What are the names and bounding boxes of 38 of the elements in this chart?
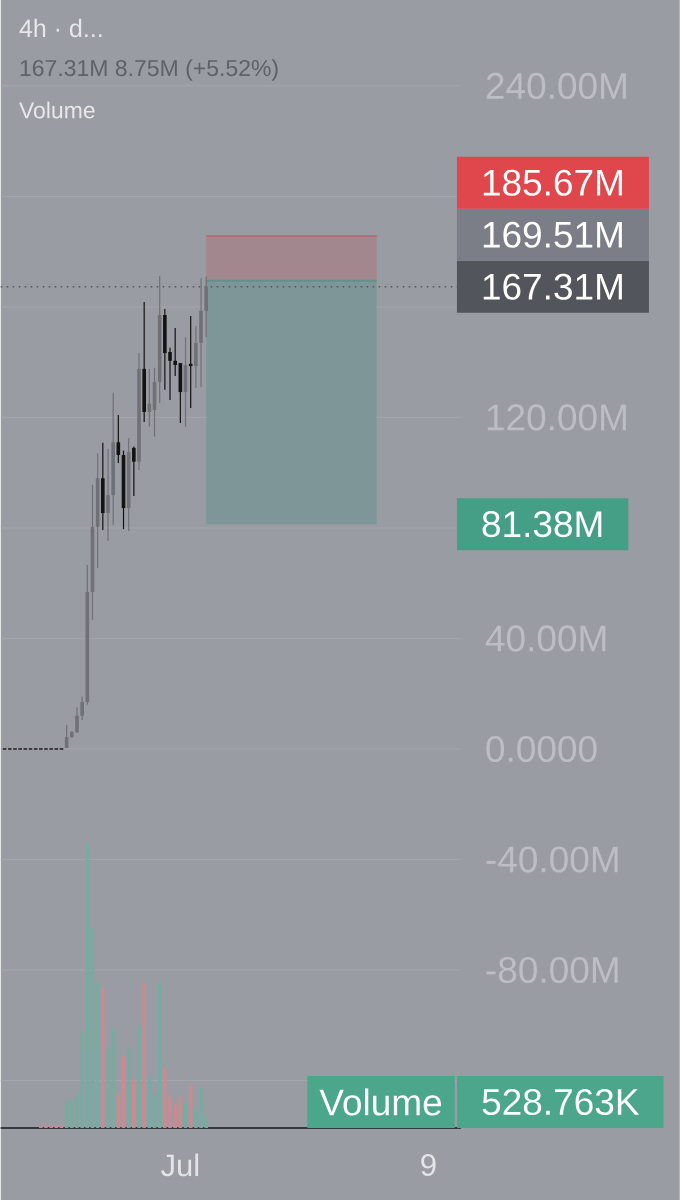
candlestick: [132, 445, 136, 497]
candlestick: [95, 452, 100, 569]
candlestick: [85, 564, 90, 706]
candlestick: [183, 336, 188, 428]
text: 4h · d...: [19, 18, 102, 38]
x-tick-label: Jul: [161, 1153, 199, 1177]
text: 167.31M 8.75M (+5.52%): [20, 59, 278, 81]
candlestick: [152, 367, 157, 438]
candlestick: [106, 448, 110, 542]
candlestick: [90, 484, 95, 621]
chart-title: Volume: [19, 101, 95, 119]
candlestick: [199, 277, 203, 388]
bar: [132, 1079, 136, 1128]
candlestick: [80, 695, 85, 721]
candlestick: [75, 706, 79, 734]
candlestick: [126, 437, 131, 532]
candlestick: [111, 392, 116, 526]
bar: [101, 988, 105, 1128]
candlestick: [137, 352, 141, 471]
bar: [54, 1125, 59, 1128]
candlestick: [178, 362, 183, 424]
candlestick: [173, 327, 178, 377]
x-tick-label: 9: [421, 1154, 436, 1176]
candlestick: [204, 276, 209, 338]
bar: [137, 1025, 141, 1128]
text: 528.763K: [482, 1088, 640, 1116]
text: 185.67M: [483, 169, 622, 196]
bar: [59, 1125, 64, 1128]
text: 169.51M: [483, 221, 622, 248]
candlestick: [142, 301, 147, 423]
annotation: Volume: [319, 1088, 442, 1116]
candlestick: [194, 325, 198, 389]
candlestick: [121, 450, 126, 530]
candlestick: [101, 442, 105, 531]
candlestick: [158, 275, 162, 404]
bar: [142, 982, 147, 1128]
text: 81.38M: [482, 511, 602, 538]
ref-line-label: 167.31M: [483, 273, 622, 300]
